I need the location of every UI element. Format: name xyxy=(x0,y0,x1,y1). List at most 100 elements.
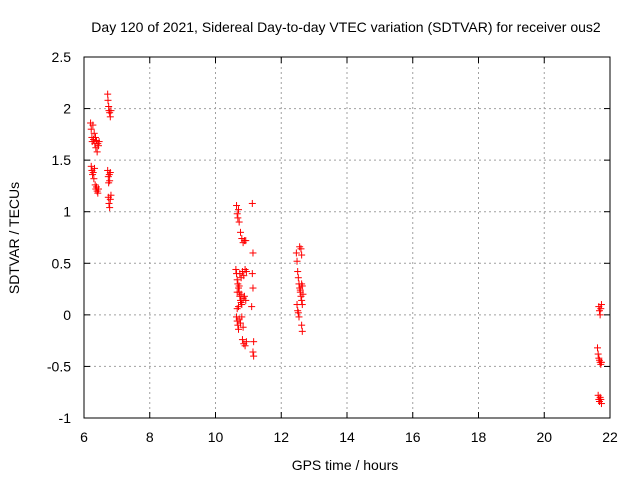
y-tick-label: 0.5 xyxy=(52,255,72,271)
data-point xyxy=(236,319,244,327)
data-point xyxy=(594,350,602,358)
data-point xyxy=(94,189,102,197)
data-point xyxy=(597,400,605,408)
data-point xyxy=(249,348,257,356)
y-tick-label: -1 xyxy=(59,410,72,426)
data-point xyxy=(106,195,114,203)
data-point xyxy=(235,206,243,214)
data-point xyxy=(235,282,243,290)
data-point xyxy=(93,148,101,156)
data-point xyxy=(294,268,302,276)
data-point xyxy=(105,199,113,207)
data-point xyxy=(235,218,243,226)
x-tick-label: 12 xyxy=(273,429,289,445)
x-tick-label: 8 xyxy=(146,429,154,445)
data-point xyxy=(234,214,242,222)
data-point xyxy=(242,338,250,346)
data-point xyxy=(298,296,306,304)
y-tick-label: 1 xyxy=(63,204,71,220)
x-tick-label: 22 xyxy=(602,429,618,445)
data-point xyxy=(89,121,97,129)
data-point xyxy=(95,138,103,146)
data-point xyxy=(597,305,605,313)
data-point xyxy=(248,270,256,278)
data-points xyxy=(87,90,605,408)
data-point xyxy=(597,301,605,309)
data-point xyxy=(94,142,102,150)
data-point xyxy=(242,268,250,276)
x-tick-label: 10 xyxy=(208,429,224,445)
data-point xyxy=(233,202,241,210)
x-axis-label: GPS time / hours xyxy=(292,457,399,473)
data-point xyxy=(293,257,301,265)
data-point xyxy=(295,313,303,321)
data-point xyxy=(241,342,249,350)
data-point xyxy=(240,292,248,300)
data-point xyxy=(106,169,114,177)
data-point xyxy=(232,265,240,273)
x-tick-label: 16 xyxy=(405,429,421,445)
data-point xyxy=(233,288,241,296)
data-point xyxy=(298,301,306,309)
data-point xyxy=(104,96,112,104)
data-point xyxy=(94,185,102,193)
data-point xyxy=(233,276,241,284)
chart-title: Day 120 of 2021, Sidereal Day-to-day VTE… xyxy=(91,19,601,35)
data-point xyxy=(236,228,244,236)
data-point xyxy=(87,125,95,133)
data-point xyxy=(90,175,98,183)
data-point xyxy=(106,204,114,212)
data-point xyxy=(298,327,306,335)
data-point xyxy=(298,251,306,259)
data-point xyxy=(238,336,246,344)
data-point xyxy=(292,249,300,257)
data-point xyxy=(233,210,241,218)
data-point xyxy=(104,90,112,98)
data-point xyxy=(89,169,97,177)
data-point xyxy=(250,352,258,360)
data-point xyxy=(597,395,605,403)
y-tick-label: 2 xyxy=(63,101,71,117)
data-point xyxy=(91,164,99,172)
data-point xyxy=(298,321,306,329)
y-tick-labels: -1 -0.5 0 0.5 1 1.5 2 2.5 xyxy=(47,49,71,426)
data-point xyxy=(235,303,243,311)
data-point xyxy=(92,133,100,141)
x-tick-label: 20 xyxy=(536,429,552,445)
grid xyxy=(84,57,610,418)
data-point xyxy=(242,237,250,245)
data-point xyxy=(238,313,246,321)
data-point xyxy=(298,282,306,290)
x-tick-label: 6 xyxy=(80,429,88,445)
data-point xyxy=(248,303,256,311)
x-tick-label: 18 xyxy=(471,429,487,445)
y-tick-label: 0 xyxy=(63,307,71,323)
data-point xyxy=(242,296,250,304)
data-point xyxy=(249,284,257,292)
data-point xyxy=(294,274,302,282)
data-point xyxy=(297,245,305,253)
x-tick-labels: 6 8 10 12 14 16 18 20 22 xyxy=(80,429,618,445)
axis-ticks xyxy=(83,56,611,419)
data-point xyxy=(250,338,258,346)
data-point xyxy=(239,323,247,331)
data-point xyxy=(249,249,257,257)
y-axis-label: SDTVAR / TECUs xyxy=(6,182,22,294)
data-point xyxy=(597,358,605,366)
data-point xyxy=(106,177,114,185)
x-tick-label: 14 xyxy=(339,429,355,445)
data-point xyxy=(596,311,604,319)
y-tick-label: 2.5 xyxy=(52,49,72,65)
data-point xyxy=(107,107,115,115)
data-point xyxy=(296,286,304,294)
data-point xyxy=(107,191,115,199)
y-tick-label: 1.5 xyxy=(52,152,72,168)
data-point xyxy=(294,309,302,317)
y-tick-label: -0.5 xyxy=(47,358,71,374)
data-point xyxy=(240,272,248,280)
data-point xyxy=(248,199,256,207)
data-point xyxy=(594,344,602,352)
data-point xyxy=(106,113,114,121)
data-point xyxy=(235,325,243,333)
